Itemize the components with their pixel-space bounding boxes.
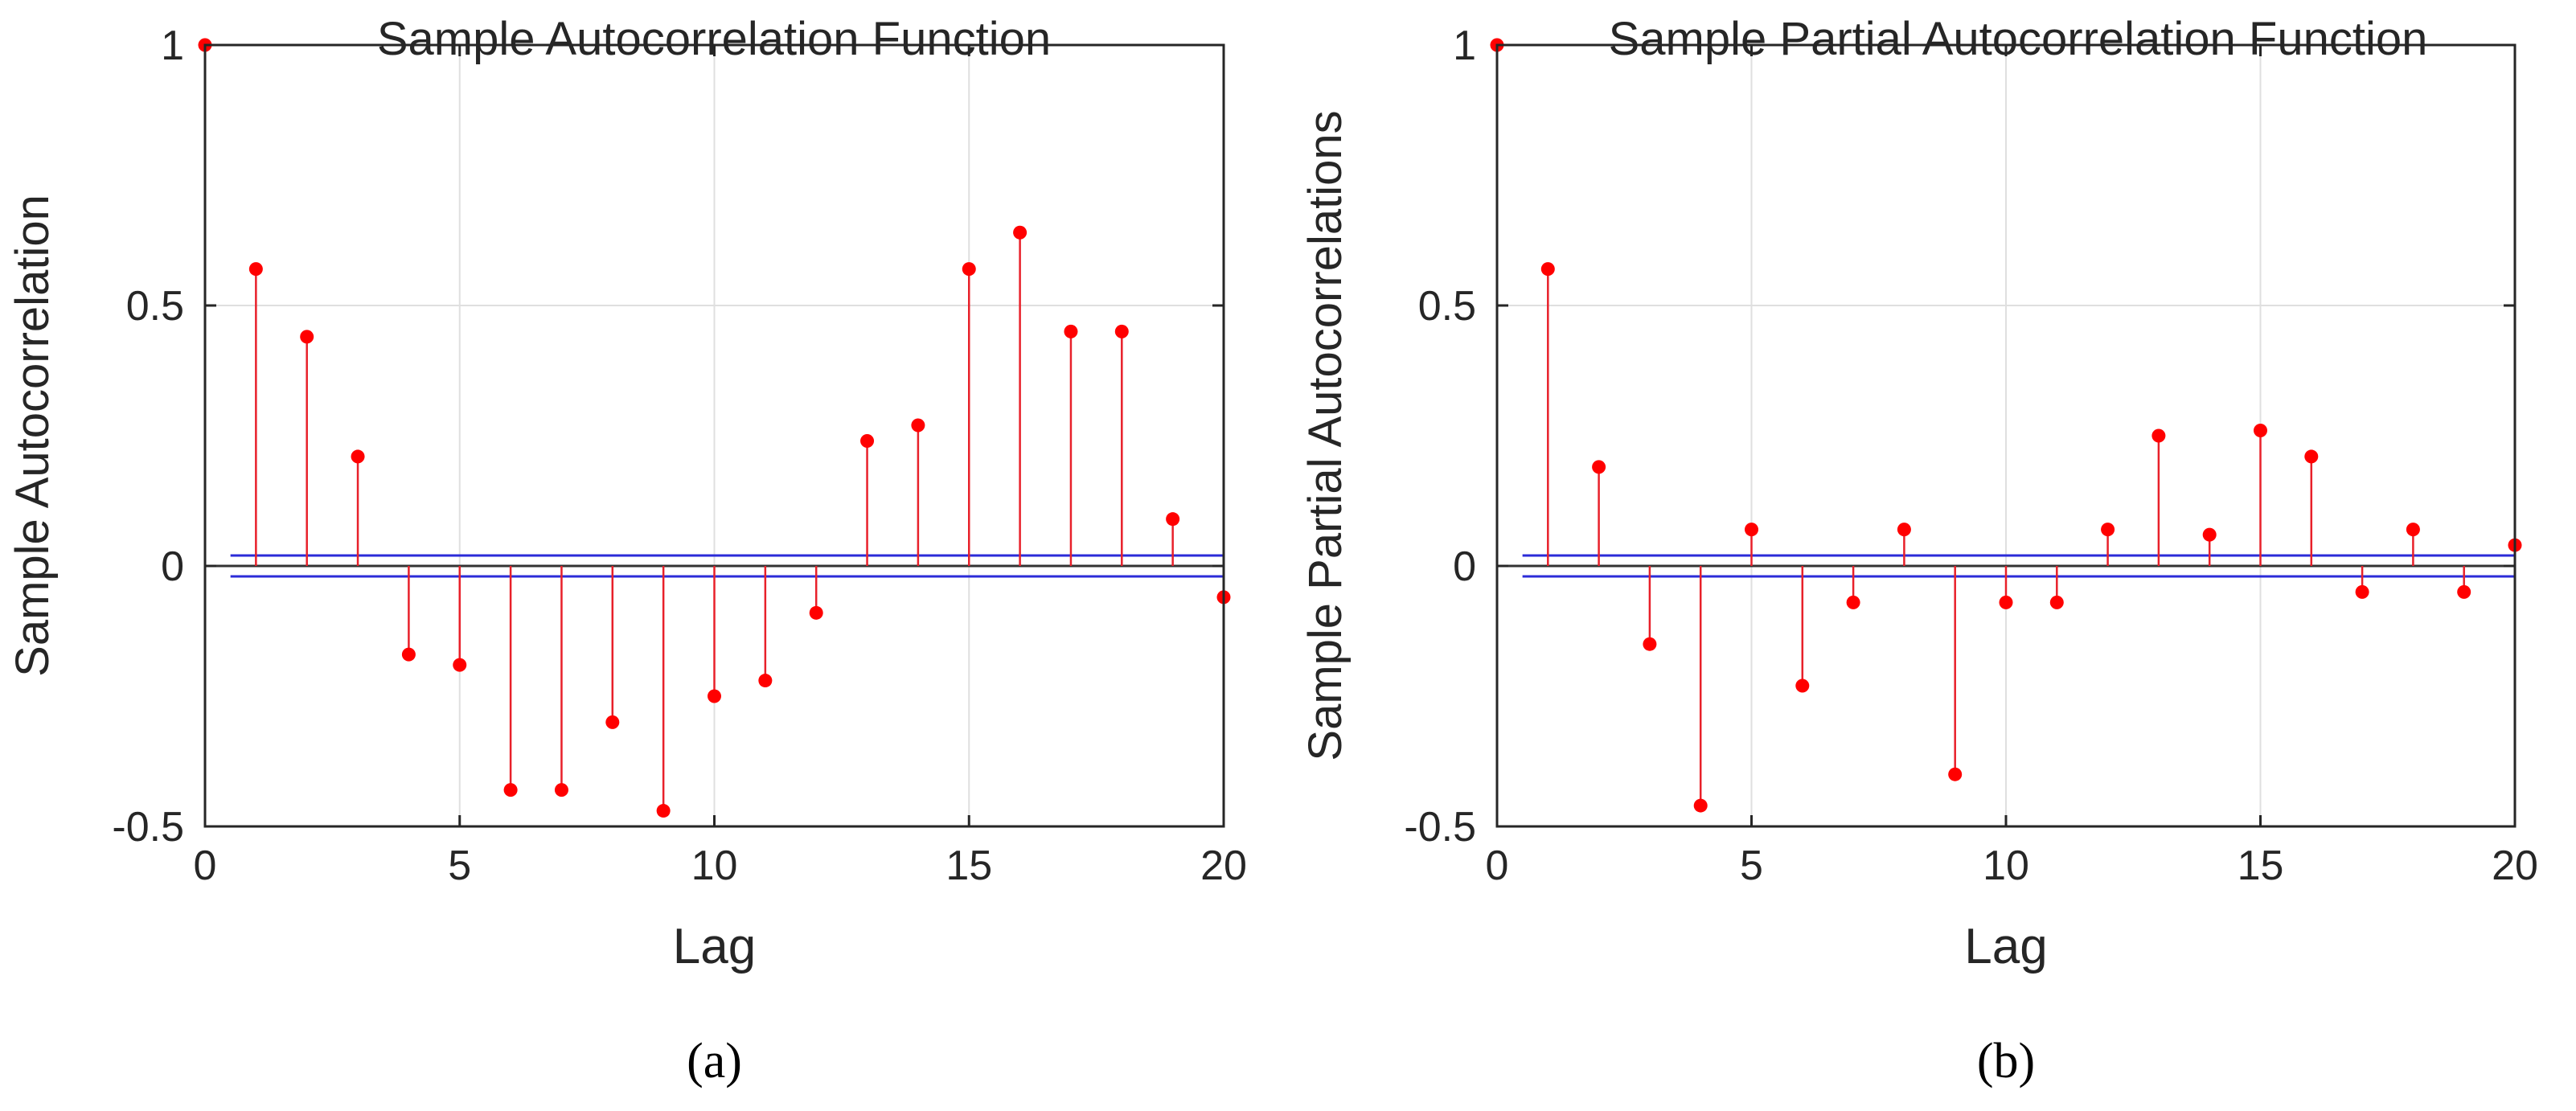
y-tick-label: -0.5 [1404,804,1476,851]
stem-marker-lag-12 [809,605,823,620]
stem-marker-lag-13 [860,433,875,448]
stem-marker-lag-15 [962,262,976,277]
x-tick-label: 0 [194,842,217,889]
x-tick-label: 15 [945,842,992,889]
stem-marker-lag-5 [453,658,467,672]
x-tick-label: 0 [1486,842,1509,889]
stem-marker-lag-19 [1166,512,1180,527]
stem-marker-lag-18 [1114,324,1129,338]
stem-marker-lag-11 [2049,595,2064,609]
panel-caption: (a) [687,1034,742,1088]
x-tick-label: 10 [691,842,738,889]
stem-marker-lag-3 [1643,637,1657,651]
stem-marker-lag-7 [554,783,568,797]
stem-marker-lag-10 [708,689,721,703]
chart-panel-b: 0 5 10 15 20-0.500.51 Sample Partial Autocorr… [1299,13,2538,1088]
chart-title: Sample Autocorrelation Function [377,13,1051,65]
stem-marker-lag-19 [2457,584,2471,599]
chart-panel-a: 0 5 10 15 20-0.500.51 Sample Autocorrelation … [6,13,1247,1088]
stem-marker-lag-16 [1013,225,1028,240]
stem-marker-lag-6 [1795,678,1810,693]
stem-marker-lag-17 [1064,324,1078,338]
stem-marker-lag-1 [248,262,263,277]
x-tick-label: 5 [1740,842,1763,889]
y-tick-label: 0.5 [126,283,184,330]
stem-marker-lag-4 [401,647,416,662]
stem-marker-lag-4 [1693,798,1708,813]
chart-title: Sample Partial Autocorrelation Function [1609,13,2428,65]
stem-marker-lag-2 [1592,460,1606,474]
stem-marker-lag-11 [758,674,773,688]
stem-marker-lag-16 [2304,449,2319,464]
y-tick-label: 1 [1453,23,1476,69]
y-axis-label: Sample Autocorrelation [6,195,59,677]
x-tick-label: 10 [1983,842,2029,889]
x-axis-label: Lag [673,919,756,974]
y-tick-label: 0 [1453,543,1476,590]
stem-marker-lag-2 [300,330,314,344]
y-axis-label: Sample Partial Autocorrelations [1299,110,1352,760]
x-tick-label: 20 [1200,842,1247,889]
stem-marker-lag-7 [1846,595,1860,609]
y-tick-label: 1 [161,23,184,69]
stem-marker-lag-8 [1897,523,1911,537]
stem-marker-lag-9 [1948,767,1963,781]
x-tick-label: 15 [2238,842,2284,889]
stem-marker-lag-3 [351,449,365,464]
stem-marker-lag-5 [1745,523,1758,537]
x-axis-label: Lag [1964,919,2047,974]
y-tick-label: 0.5 [1418,283,1476,330]
stem-marker-lag-1 [1540,262,1555,277]
stem-marker-lag-15 [2254,424,2267,438]
stem-marker-lag-6 [503,783,518,797]
y-tick-label: 0 [161,543,184,590]
stem-marker-lag-10 [1999,595,2013,609]
stem-marker-lag-18 [2406,523,2420,537]
panel-caption: (b) [1977,1034,2035,1088]
stem-marker-lag-17 [2355,584,2369,599]
stem-marker-lag-14 [911,418,925,433]
stem-marker-lag-8 [605,715,620,729]
stem-marker-lag-12 [2101,523,2115,537]
x-tick-label: 20 [2492,842,2538,889]
stem-marker-lag-14 [2202,527,2217,542]
y-tick-label: -0.5 [112,804,184,851]
stem-marker-lag-9 [656,804,671,818]
stem-marker-lag-13 [2151,428,2166,443]
x-tick-label: 5 [448,842,471,889]
